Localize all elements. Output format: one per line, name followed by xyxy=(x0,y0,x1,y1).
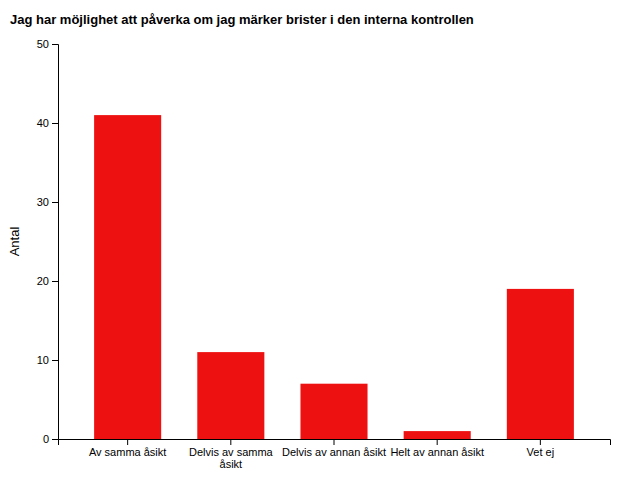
x-tick-label-line: åsikt xyxy=(220,458,243,470)
x-tick: Av samma åsikt xyxy=(89,439,166,458)
x-tick-label-line: Delvis av samma xyxy=(189,446,274,458)
bar xyxy=(300,384,367,439)
y-axis: 0 10 20 30 40 50 xyxy=(37,38,59,445)
y-tick: 40 xyxy=(37,117,58,129)
bars xyxy=(94,115,574,439)
x-tick-mark xyxy=(334,439,335,445)
y-tick-label: 30 xyxy=(37,196,49,208)
y-tick: 10 xyxy=(37,354,58,366)
y-tick-label: 50 xyxy=(37,38,49,50)
bar xyxy=(507,289,574,439)
bar xyxy=(94,115,161,439)
y-tick: 30 xyxy=(37,196,58,208)
x-tick-label-line: Helt av annan åsikt xyxy=(390,446,484,458)
x-tick-mark xyxy=(437,439,438,445)
y-axis-title: Antal xyxy=(7,227,22,257)
x-tick-label-line: Av samma åsikt xyxy=(89,446,166,458)
y-tick-label: 0 xyxy=(43,433,49,445)
y-tick-label: 40 xyxy=(37,117,49,129)
y-axis-line xyxy=(52,45,59,440)
x-tick: Delvis av sammaåsikt xyxy=(189,439,274,470)
x-axis: Av samma åsiktDelvis av sammaåsiktDelvis… xyxy=(59,439,611,470)
x-axis-line xyxy=(59,440,611,446)
x-tick: Vet ej xyxy=(527,439,555,458)
y-tick-mark xyxy=(52,360,58,361)
bar xyxy=(404,431,471,439)
y-tick-mark xyxy=(52,281,58,282)
chart-container: 0 10 20 30 40 50 Av samma åsikt Delvis av samma… xyxy=(0,0,626,501)
x-tick-label: Delvis av annan åsikt xyxy=(282,446,386,458)
y-tick: 0 xyxy=(43,433,58,445)
x-tick: Delvis av annan åsikt xyxy=(282,439,386,458)
y-tick-mark xyxy=(52,123,58,124)
y-tick-mark xyxy=(52,44,58,45)
x-tick-label-line: Vet ej xyxy=(527,446,555,458)
y-tick-mark xyxy=(52,439,58,440)
y-tick: 20 xyxy=(37,275,58,287)
x-tick-label: Vet ej xyxy=(527,446,555,458)
y-tick: 50 xyxy=(37,38,58,50)
x-tick: Helt av annan åsikt xyxy=(390,439,484,458)
chart-title: Jag har möjlighet att påverka om jag mär… xyxy=(10,12,474,27)
plot-area: 0 10 20 30 40 50 Av samma åsikt Delvis av samma… xyxy=(37,38,611,470)
y-tick-mark xyxy=(52,202,58,203)
y-tick-label: 10 xyxy=(37,354,49,366)
bar xyxy=(197,352,264,439)
x-tick-mark xyxy=(230,439,231,445)
x-tick-mark xyxy=(127,439,128,445)
x-tick-label: Helt av annan åsikt xyxy=(390,446,484,458)
x-tick-label: Delvis av sammaåsikt xyxy=(189,446,274,471)
chart-svg: 0 10 20 30 40 50 Av samma åsikt Delvis av samma… xyxy=(0,0,626,501)
x-tick-mark xyxy=(540,439,541,445)
y-tick-label: 20 xyxy=(37,275,49,287)
x-tick-label-line: Delvis av annan åsikt xyxy=(282,446,386,458)
x-tick-label: Av samma åsikt xyxy=(89,446,166,458)
